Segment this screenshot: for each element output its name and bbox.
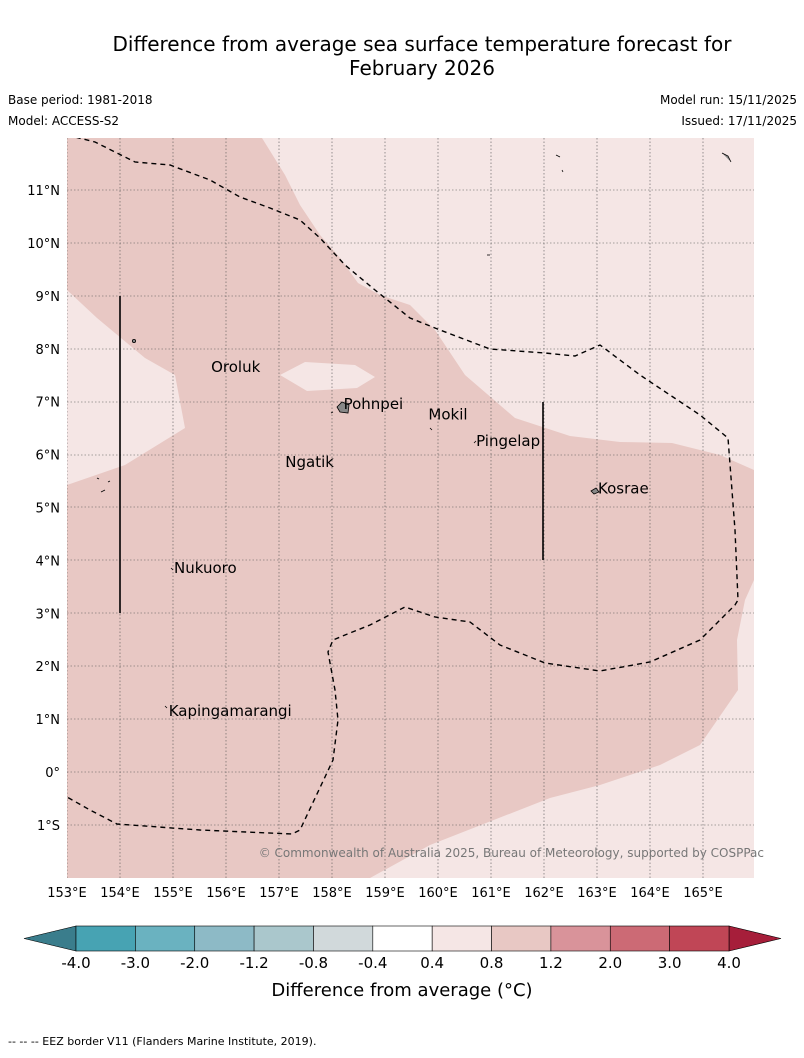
lat-tick-label: 1°N [36,713,61,728]
ngatik-atoll [286,464,290,468]
small-atolls-northeast [721,152,732,163]
colorbar-segment [75,925,136,952]
lat-tick-label: 11°N [27,184,60,199]
lat-tick-label: 2°N [36,660,61,675]
kapingamarangi-atoll [164,705,168,709]
colorbar-segment [491,925,552,952]
place-labels: Oroluk Pohnpei Mokil Pingelap Ngatik Kosrae Nu… [169,358,649,720]
map-title: Difference from average sea surface temp… [60,32,784,80]
place-label-oroluk: Oroluk [211,358,260,376]
colorbar-segment [313,925,374,952]
model-name: Model: ACCESS-S2 [8,114,120,128]
colorbar-tick-label: -3.0 [121,954,150,972]
small-atolls-west [96,477,111,493]
colorbar: -4.0 -3.0 -2.0 -1.2 -0.8 -0.4 0.4 0.8 1.2 2.0 3.0 4… [23,925,782,972]
colorbar-low-extension [23,925,77,952]
lon-tick-label: 158°E [312,886,352,901]
issued-date: Issued: 17/11/2025 [681,114,797,128]
ant-atoll [330,411,334,414]
islands [96,152,732,709]
colorbar-tick-label: -4.0 [61,954,90,972]
grid-lines [67,138,754,878]
lon-tick-label: 153°E [47,886,87,901]
place-label-pingelap: Pingelap [476,432,540,450]
colorbar-segment [669,925,730,952]
colorbar-segment [194,925,255,952]
title-line-1: Difference from average sea surface temp… [112,32,732,56]
base-period: Base period: 1981-2018 [8,93,153,107]
place-label-ngatik: Ngatik [285,453,334,471]
kosrae-island [590,487,600,495]
lat-tick-label: 8°N [36,343,61,358]
colorbar-segment [372,925,433,952]
colorbar-segment [253,925,314,952]
latitude-axis: 11°N 10°N 9°N 8°N 7°N 6°N 5°N 4°N 3°N 2°N 1°N 0° 1°S [27,184,60,834]
colorbar-tick-label: 0.4 [420,954,444,972]
colorbar-high-extension [728,925,782,952]
lon-tick-label: 156°E [206,886,246,901]
colorbar-segment [135,925,196,952]
colorbar-tick-label: -1.2 [239,954,268,972]
lon-tick-label: 154°E [100,886,140,901]
pohnpei-island [336,401,350,414]
eez-border [67,138,739,835]
lat-tick-label: 6°N [36,449,61,464]
mokil-atoll [429,427,433,431]
lon-tick-label: 165°E [683,886,723,901]
lat-tick-label: 7°N [36,396,61,411]
model-run: Model run: 15/11/2025 [659,93,797,107]
colorbar-tick-label: 1.2 [539,954,563,972]
lon-tick-label: 163°E [577,886,617,901]
eez-footnote: -- -- -- EEZ border V11 (Flanders Marine… [8,1035,317,1048]
lon-tick-label: 161°E [471,886,511,901]
anomaly-0.8-1.2-region [67,138,754,878]
lon-tick-label: 157°E [259,886,299,901]
colorbar-tick-label: 2.0 [598,954,622,972]
lat-tick-label: 1°S [37,819,60,834]
place-label-mokil: Mokil [428,406,467,424]
lat-tick-label: 3°N [36,607,61,622]
place-label-kapingamarangi: Kapingamarangi [169,702,292,720]
colorbar-label: Difference from average (°C) [271,980,533,1001]
colorbar-tick-label: 0.8 [480,954,504,972]
lat-tick-label: 4°N [36,554,61,569]
lon-tick-label: 159°E [365,886,405,901]
colorbar-tick-label: -0.8 [299,954,328,972]
place-label-nukuoro: Nukuoro [174,559,237,577]
colorbar-segment [609,925,670,952]
lat-tick-label: 10°N [27,237,60,252]
colorbar-tick-label: 3.0 [658,954,682,972]
colorbar-tick-label: -2.0 [180,954,209,972]
lat-tick-label: 5°N [36,502,61,517]
lat-tick-label: 0° [45,766,60,781]
small-island [131,338,136,343]
colorbar-tick-label: -0.4 [358,954,387,972]
lon-tick-label: 160°E [418,886,458,901]
lon-tick-label: 164°E [630,886,670,901]
copyright-text: © Commonwealth of Australia 2025, Bureau… [259,846,764,860]
small-atolls-north [555,154,564,173]
lon-tick-label: 162°E [524,886,564,901]
colorbar-segment [550,925,611,952]
colorbar-tick-label: 4.0 [717,954,741,972]
region-boundary-lines [119,296,544,613]
place-label-kosrae: Kosrae [598,480,649,498]
lat-tick-label: 9°N [36,290,61,305]
colorbar-segment [431,925,492,952]
nukuoro-atoll [170,567,174,571]
place-label-pohnpei: Pohnpei [344,395,404,413]
pingelap-atoll [473,440,477,444]
plot-area [67,138,754,878]
longitude-axis: 153°E 154°E 155°E 156°E 157°E 158°E 159°E 160°E… [47,886,723,901]
title-line-2: February 2026 [349,56,495,80]
lon-tick-label: 155°E [153,886,193,901]
anomaly-0.4-0.8-patch-pohnpei [280,362,375,391]
